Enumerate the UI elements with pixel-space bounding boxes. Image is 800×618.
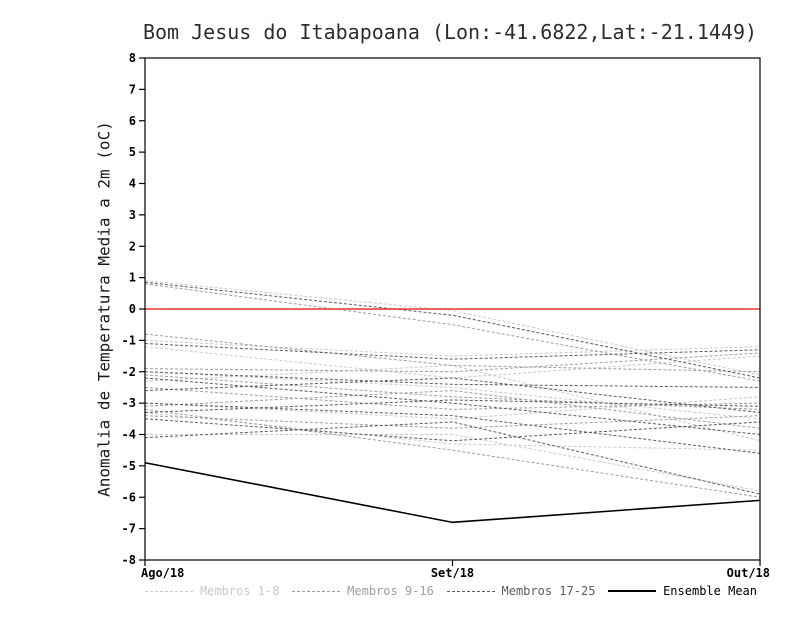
member-line-group-3 — [144, 377, 761, 414]
member-line-group-2 — [144, 374, 761, 410]
y-tick-label: 3 — [129, 208, 136, 222]
y-tick-label: 7 — [129, 82, 136, 96]
y-tick-label: 1 — [129, 271, 136, 285]
chart-title: Bom Jesus do Itabapoana (Lon:-41.6822,La… — [142, 20, 758, 44]
y-tick-label: 2 — [129, 239, 136, 253]
legend-label: Membros 17-25 — [501, 584, 596, 598]
legend-label: Ensemble Mean — [663, 584, 757, 598]
member-line-group-2 — [144, 415, 761, 429]
y-tick-label: -7 — [122, 522, 136, 536]
legend-entry-membros-1-8: Membros 1-8 — [145, 584, 279, 598]
member-line-group-1 — [144, 346, 761, 379]
member-line-group-1 — [145, 434, 761, 492]
legend-line-sample — [446, 590, 495, 592]
y-tick-label: -8 — [122, 553, 136, 567]
y-tick-label: -4 — [122, 428, 136, 442]
y-tick-label: -5 — [122, 459, 136, 473]
y-tick-label: -2 — [122, 365, 136, 379]
y-tick-label: 4 — [129, 177, 136, 191]
member-line-group-3 — [144, 421, 761, 495]
member-line-group-2 — [144, 408, 761, 498]
member-line-group-2 — [144, 390, 761, 429]
member-line-group-3 — [144, 281, 761, 379]
legend-entry-ensemble-mean: Ensemble Mean — [608, 584, 757, 598]
member-line-group-2 — [144, 333, 761, 373]
member-line-group-2 — [144, 283, 761, 382]
member-line-group-3 — [144, 371, 761, 388]
member-line-group-2 — [144, 352, 761, 373]
x-tick-label: Set/18 — [431, 566, 474, 580]
y-tick-label: 0 — [129, 302, 136, 316]
y-tick-label: -3 — [122, 396, 136, 410]
legend-line-sample — [292, 590, 341, 592]
legend-line-sample — [145, 590, 193, 592]
y-tick-label: -6 — [122, 490, 136, 504]
legend-line-sample — [608, 590, 657, 592]
member-line-group-3 — [144, 402, 761, 454]
legend-entry-membros-9-16: Membros 9-16 — [292, 584, 434, 598]
y-tick-label: 5 — [129, 145, 136, 159]
member-line-group-1 — [144, 339, 761, 357]
member-line-group-1 — [144, 280, 761, 376]
chart-legend: Membros 1-8 Membros 9-16 Membros 17-25 E… — [145, 584, 757, 598]
legend-label: Membros 9-16 — [347, 584, 434, 598]
ensemble-mean-line — [144, 461, 761, 524]
y-tick-label: 6 — [129, 114, 136, 128]
member-line-group-3 — [144, 418, 761, 442]
member-line-group-1 — [144, 412, 761, 451]
member-line-group-1 — [144, 364, 761, 442]
legend-label: Membros 1-8 — [200, 584, 280, 598]
x-tick-label: Ago/18 — [141, 566, 184, 580]
member-line-group-1 — [144, 371, 761, 420]
member-line-group-3 — [144, 399, 761, 414]
member-line-group-2 — [144, 386, 761, 410]
x-tick-label: Out/18 — [727, 566, 770, 580]
member-line-group-3 — [144, 343, 761, 360]
legend-entry-membros-17-25: Membros 17-25 — [446, 584, 596, 598]
y-tick-label: 8 — [129, 51, 136, 65]
y-tick-label: -1 — [122, 333, 136, 347]
